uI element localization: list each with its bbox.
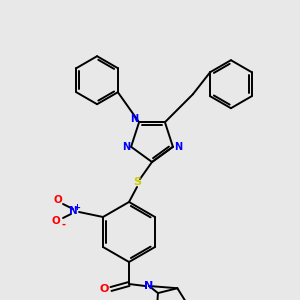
Text: N: N xyxy=(122,142,130,152)
Text: S: S xyxy=(133,177,141,187)
Text: N: N xyxy=(130,114,138,124)
Text: O: O xyxy=(99,284,109,294)
Text: N: N xyxy=(144,281,154,291)
Text: +: + xyxy=(74,202,80,211)
Text: N: N xyxy=(174,142,182,152)
Text: N: N xyxy=(69,206,77,216)
Text: O: O xyxy=(54,195,62,205)
Text: O: O xyxy=(52,216,60,226)
Text: -: - xyxy=(61,220,65,230)
